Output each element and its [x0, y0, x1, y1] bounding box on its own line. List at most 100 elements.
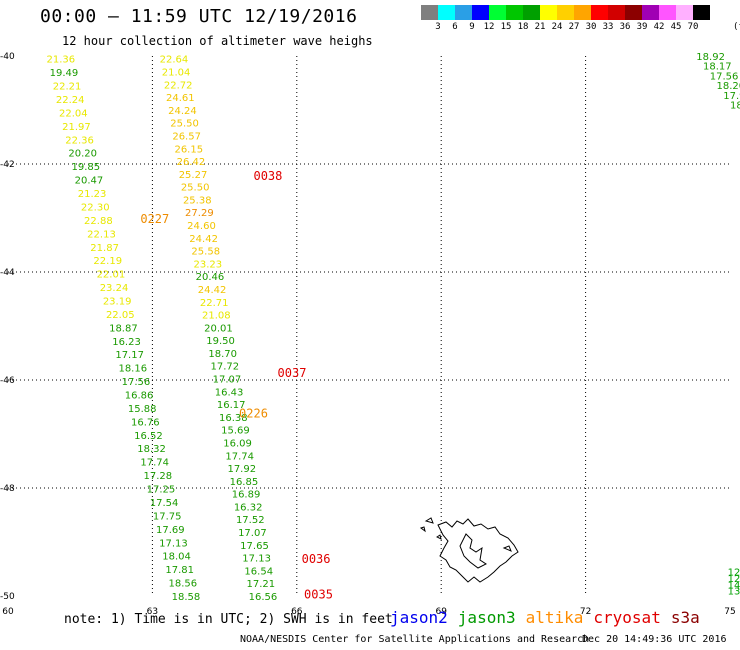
wave-height-value: 17.92 — [227, 464, 256, 475]
latitude-label: -44 — [0, 268, 15, 278]
wave-height-value: 15.69 — [221, 426, 250, 437]
wave-height-value: 22.04 — [59, 108, 88, 119]
wave-height-value: 17.90 — [723, 91, 740, 102]
wave-height-value: 18.32 — [137, 444, 166, 455]
legend-swatch — [438, 5, 455, 20]
wave-height-value: 22.05 — [106, 310, 135, 321]
wave-height-value: 16.76 — [131, 417, 160, 428]
legend-swatch — [693, 5, 710, 20]
wave-height-value: 17.17 — [115, 350, 144, 361]
wave-height-value: 16.56 — [249, 592, 278, 603]
wave-height-value: 18.87 — [109, 323, 138, 334]
longitude-label: 63 — [147, 607, 158, 617]
page-subtitle: 12 hour collection of altimeter wave hei… — [62, 34, 373, 48]
wave-height-value: 22.36 — [65, 135, 94, 146]
wave-height-value: 18.56 — [169, 579, 198, 590]
wave-height-value: 17.74 — [225, 451, 254, 462]
legend-label: 33 — [602, 22, 614, 32]
wave-height-value: 16.85 — [230, 477, 259, 488]
wave-height-value: 12.50 — [728, 574, 740, 585]
legend-swatch — [421, 5, 438, 20]
legend-unit: (ft) — [733, 22, 740, 32]
wave-height-value: 17.13 — [242, 554, 271, 565]
wave-height-value: 22.72 — [164, 80, 193, 91]
wave-height-value: 18.04 — [162, 552, 191, 563]
wave-height-value: 16.17 — [217, 400, 246, 411]
wave-height-value: 18.70 — [208, 349, 237, 360]
legend-label: 30 — [585, 22, 597, 32]
legend-label: 6 — [452, 22, 458, 32]
wave-height-value: 25.38 — [183, 195, 212, 206]
satellite-name-altika: altika — [525, 608, 584, 627]
satellite-tracks: 21.36 19.49 22.21 22.24 22.04 21.97 22.36 20.20… — [47, 52, 740, 603]
wave-height-value: 17.65 — [240, 541, 269, 552]
wave-height-value: 24.61 — [166, 93, 195, 104]
wave-height-value: 13.80 — [728, 587, 740, 598]
pass-time-label: 0037 — [278, 366, 307, 380]
wave-height-value: 25.50 — [181, 183, 210, 194]
legend-label: 9 — [469, 22, 475, 32]
wave-height-value: 18.17 — [703, 62, 732, 73]
wave-height-value: 22.30 — [81, 202, 110, 213]
wave-height-value: 17.72 — [211, 362, 240, 373]
wave-height-value: 22.19 — [93, 256, 122, 267]
map-grid — [8, 56, 730, 596]
wave-height-value: 19.49 — [50, 68, 79, 79]
legend-swatch — [506, 5, 523, 20]
pass-time-label: 0226 — [239, 406, 268, 420]
wave-height-value: 15.88 — [128, 404, 157, 415]
wave-height-value: 16.32 — [234, 502, 263, 513]
wave-height-value: 22.24 — [56, 95, 85, 106]
wave-height-value: 27.29 — [185, 208, 214, 219]
wave-height-value: 17.28 — [143, 471, 172, 482]
axis-labels: 60 63 66 69 72 75 -40 -42 -44 -46 -48 -50 — [0, 52, 736, 617]
satellite-track: 21.36 19.49 22.21 22.24 22.04 21.97 22.36 20.20… — [47, 55, 201, 603]
pass-time-label: 0036 — [302, 552, 331, 566]
wave-height-value: 16.54 — [244, 566, 273, 577]
wave-height-value: 21.23 — [78, 189, 107, 200]
satellite-legend: jason2 jason3 altika cryosat s3a — [390, 608, 710, 627]
wave-height-value: 25.58 — [191, 247, 220, 258]
longitude-label: 72 — [580, 607, 591, 617]
legend-label: 21 — [534, 22, 546, 32]
wave-height-value: 23.23 — [194, 259, 223, 270]
legend-label: 18 — [517, 22, 529, 32]
wave-height-value: 21.04 — [162, 67, 191, 78]
legend-swatch — [523, 5, 540, 20]
legend-swatch — [608, 5, 625, 20]
wave-height-value: 24.24 — [168, 106, 197, 117]
pass-time-label: 0038 — [253, 169, 282, 183]
legend-label: 24 — [551, 22, 563, 32]
wave-height-value: 17.74 — [140, 458, 169, 469]
wave-height-value: 16.43 — [215, 387, 244, 398]
legend-swatch — [642, 5, 659, 20]
note-text: note: 1) Time is in UTC; 2) SWH is in fe… — [64, 612, 393, 627]
wave-height-value: 22.21 — [53, 82, 82, 93]
credit-text: NOAA/NESDIS Center for Satellite Applica… — [240, 634, 590, 645]
legend-swatch — [659, 5, 676, 20]
latitude-label: -50 — [0, 592, 15, 602]
longitude-label: 75 — [724, 607, 735, 617]
satellite-track: 12.8012.5014.9013.80 — [728, 568, 740, 598]
pass-time-label: 0035 — [304, 587, 333, 601]
wave-height-value: 17.07 — [213, 375, 242, 386]
wave-height-value: 17.52 — [236, 515, 265, 526]
legend-swatch — [455, 5, 472, 20]
wave-height-value: 16.86 — [125, 391, 154, 402]
satellite-name-jason3: jason3 — [457, 608, 516, 627]
wave-height-value: 21.36 — [47, 55, 76, 66]
longitude-label: 60 — [2, 607, 14, 617]
wave-height-value: 25.27 — [179, 170, 208, 181]
wave-height-value: 18.92 — [696, 52, 725, 63]
legend-label: 27 — [568, 22, 580, 32]
wave-height-value: 20.46 — [196, 272, 225, 283]
wave-height-value: 17.75 — [153, 511, 182, 522]
latitude-label: -40 — [0, 52, 15, 62]
wave-height-value: 16.52 — [134, 431, 163, 442]
wave-height-value: 22.64 — [160, 55, 189, 66]
wave-height-value: 21.87 — [90, 243, 119, 254]
satellite-track: 22.6421.0422.7224.6124.2425.5026.5726.15… — [160, 55, 278, 603]
